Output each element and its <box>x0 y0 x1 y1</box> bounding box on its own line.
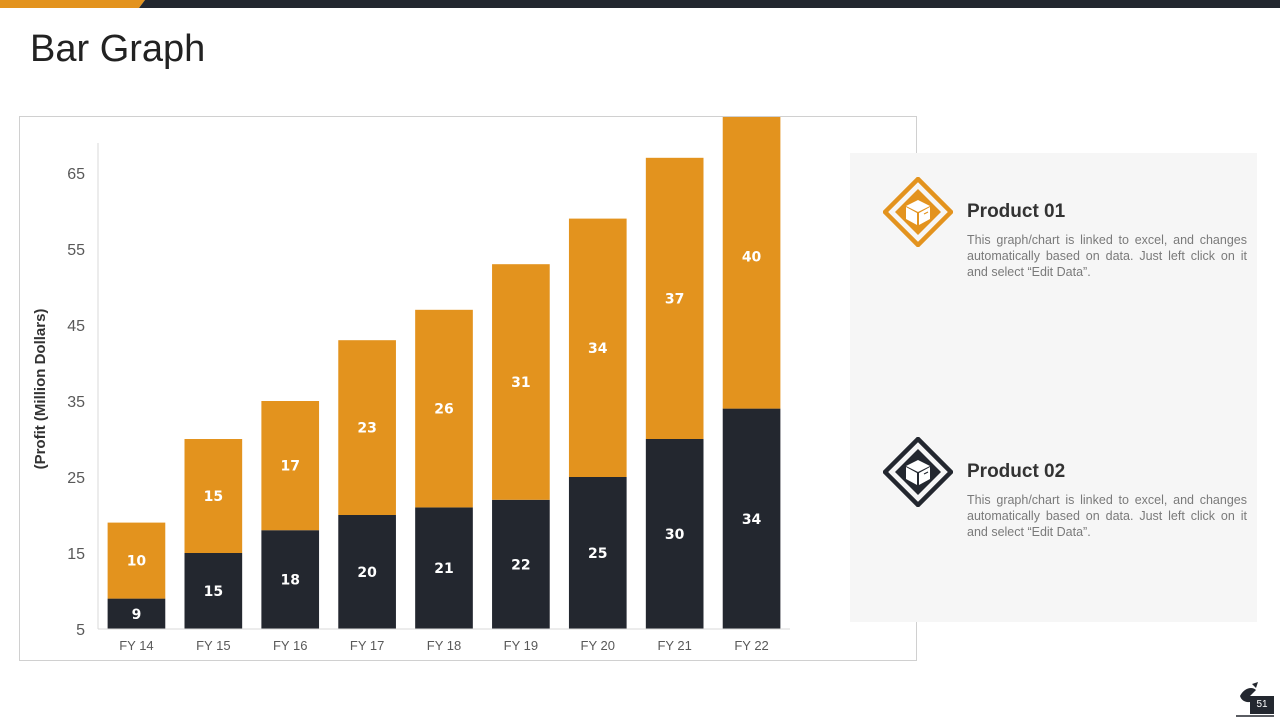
y-tick-label: 15 <box>67 546 85 563</box>
x-tick-label: FY 14 <box>119 638 153 653</box>
bar-product-02[interactable] <box>184 553 243 629</box>
y-tick-label: 35 <box>67 394 85 411</box>
data-label: 10 <box>127 554 147 570</box>
stacked-bar-chart: 5 15 25 35 45 55 65 9 10 15 15 18 17 20 23 21 26 22 31 25 3… <box>32 117 790 653</box>
y-tick-label: 55 <box>67 242 85 259</box>
bar-product-01[interactable] <box>722 117 781 409</box>
bar-product-01[interactable] <box>184 439 243 553</box>
bar-product-02[interactable] <box>338 515 396 629</box>
y-axis-title: (Profit (Million Dollars) <box>32 309 49 470</box>
x-tick-label: FY 22 <box>734 638 768 653</box>
y-tick-label: 45 <box>67 318 85 335</box>
data-label: 34 <box>742 512 762 528</box>
x-tick-label: FY 18 <box>427 638 461 653</box>
slide-title: Bar Graph <box>30 28 206 70</box>
bar-product-02[interactable] <box>261 530 320 629</box>
data-label: 34 <box>588 341 608 357</box>
bar-product-02[interactable] <box>492 499 550 629</box>
page-number: 51 <box>1250 696 1274 714</box>
product-02-description: This graph/chart is linked to excel, and… <box>967 493 1247 539</box>
data-label: 15 <box>204 584 223 600</box>
x-tick-label: FY 21 <box>657 638 691 653</box>
data-label: 25 <box>588 546 607 562</box>
data-label: 17 <box>280 459 299 475</box>
data-label: 18 <box>280 573 299 589</box>
product-01-title: Product 01 <box>967 201 1066 222</box>
data-label: 31 <box>511 375 530 391</box>
bar-product-02[interactable] <box>415 507 473 629</box>
bar-product-02[interactable] <box>645 439 704 629</box>
product-02-item: Product 02 This graph/chart is linked to… <box>850 413 1257 543</box>
y-tick-label: 25 <box>67 470 85 487</box>
box-icon <box>883 177 953 247</box>
bar-product-02[interactable] <box>107 598 166 629</box>
product-01-description: This graph/chart is linked to excel, and… <box>967 233 1247 279</box>
y-tick-label: 5 <box>76 622 85 639</box>
data-label: 26 <box>434 402 453 418</box>
bar-product-02[interactable] <box>568 477 627 629</box>
data-label: 22 <box>511 557 530 573</box>
x-tick-label: FY 16 <box>273 638 307 653</box>
y-tick-label: 65 <box>67 166 85 183</box>
data-label: 37 <box>665 291 684 307</box>
bar-product-01[interactable] <box>107 522 166 599</box>
bar-product-01[interactable] <box>415 309 473 508</box>
bar-product-01[interactable] <box>645 157 704 440</box>
bar-product-02[interactable] <box>722 408 781 629</box>
data-label: 20 <box>357 565 377 581</box>
x-tick-label: FY 19 <box>504 638 538 653</box>
data-label: 21 <box>434 561 453 577</box>
x-tick-label: FY 15 <box>196 638 230 653</box>
data-label: 23 <box>357 421 376 437</box>
product-01-item: Product 01 This graph/chart is linked to… <box>850 153 1257 283</box>
data-label: 15 <box>204 489 223 505</box>
bar-product-01[interactable] <box>492 264 550 500</box>
data-label: 30 <box>665 527 685 543</box>
bar-product-01[interactable] <box>568 218 627 477</box>
box-icon <box>883 437 953 507</box>
x-tick-label: FY 17 <box>350 638 384 653</box>
data-label: 9 <box>132 607 142 623</box>
bar-product-01[interactable] <box>338 340 396 515</box>
legend-panel: Product 01 This graph/chart is linked to… <box>850 153 1257 622</box>
chart-container[interactable]: 5 15 25 35 45 55 65 9 10 15 15 18 17 20 23 21 26 22 31 25 3… <box>19 116 917 661</box>
bar-product-01[interactable] <box>261 401 320 531</box>
product-02-title: Product 02 <box>967 461 1066 482</box>
data-label: 40 <box>742 250 762 266</box>
x-tick-label: FY 20 <box>581 638 615 653</box>
top-accent-bar <box>0 0 1280 8</box>
